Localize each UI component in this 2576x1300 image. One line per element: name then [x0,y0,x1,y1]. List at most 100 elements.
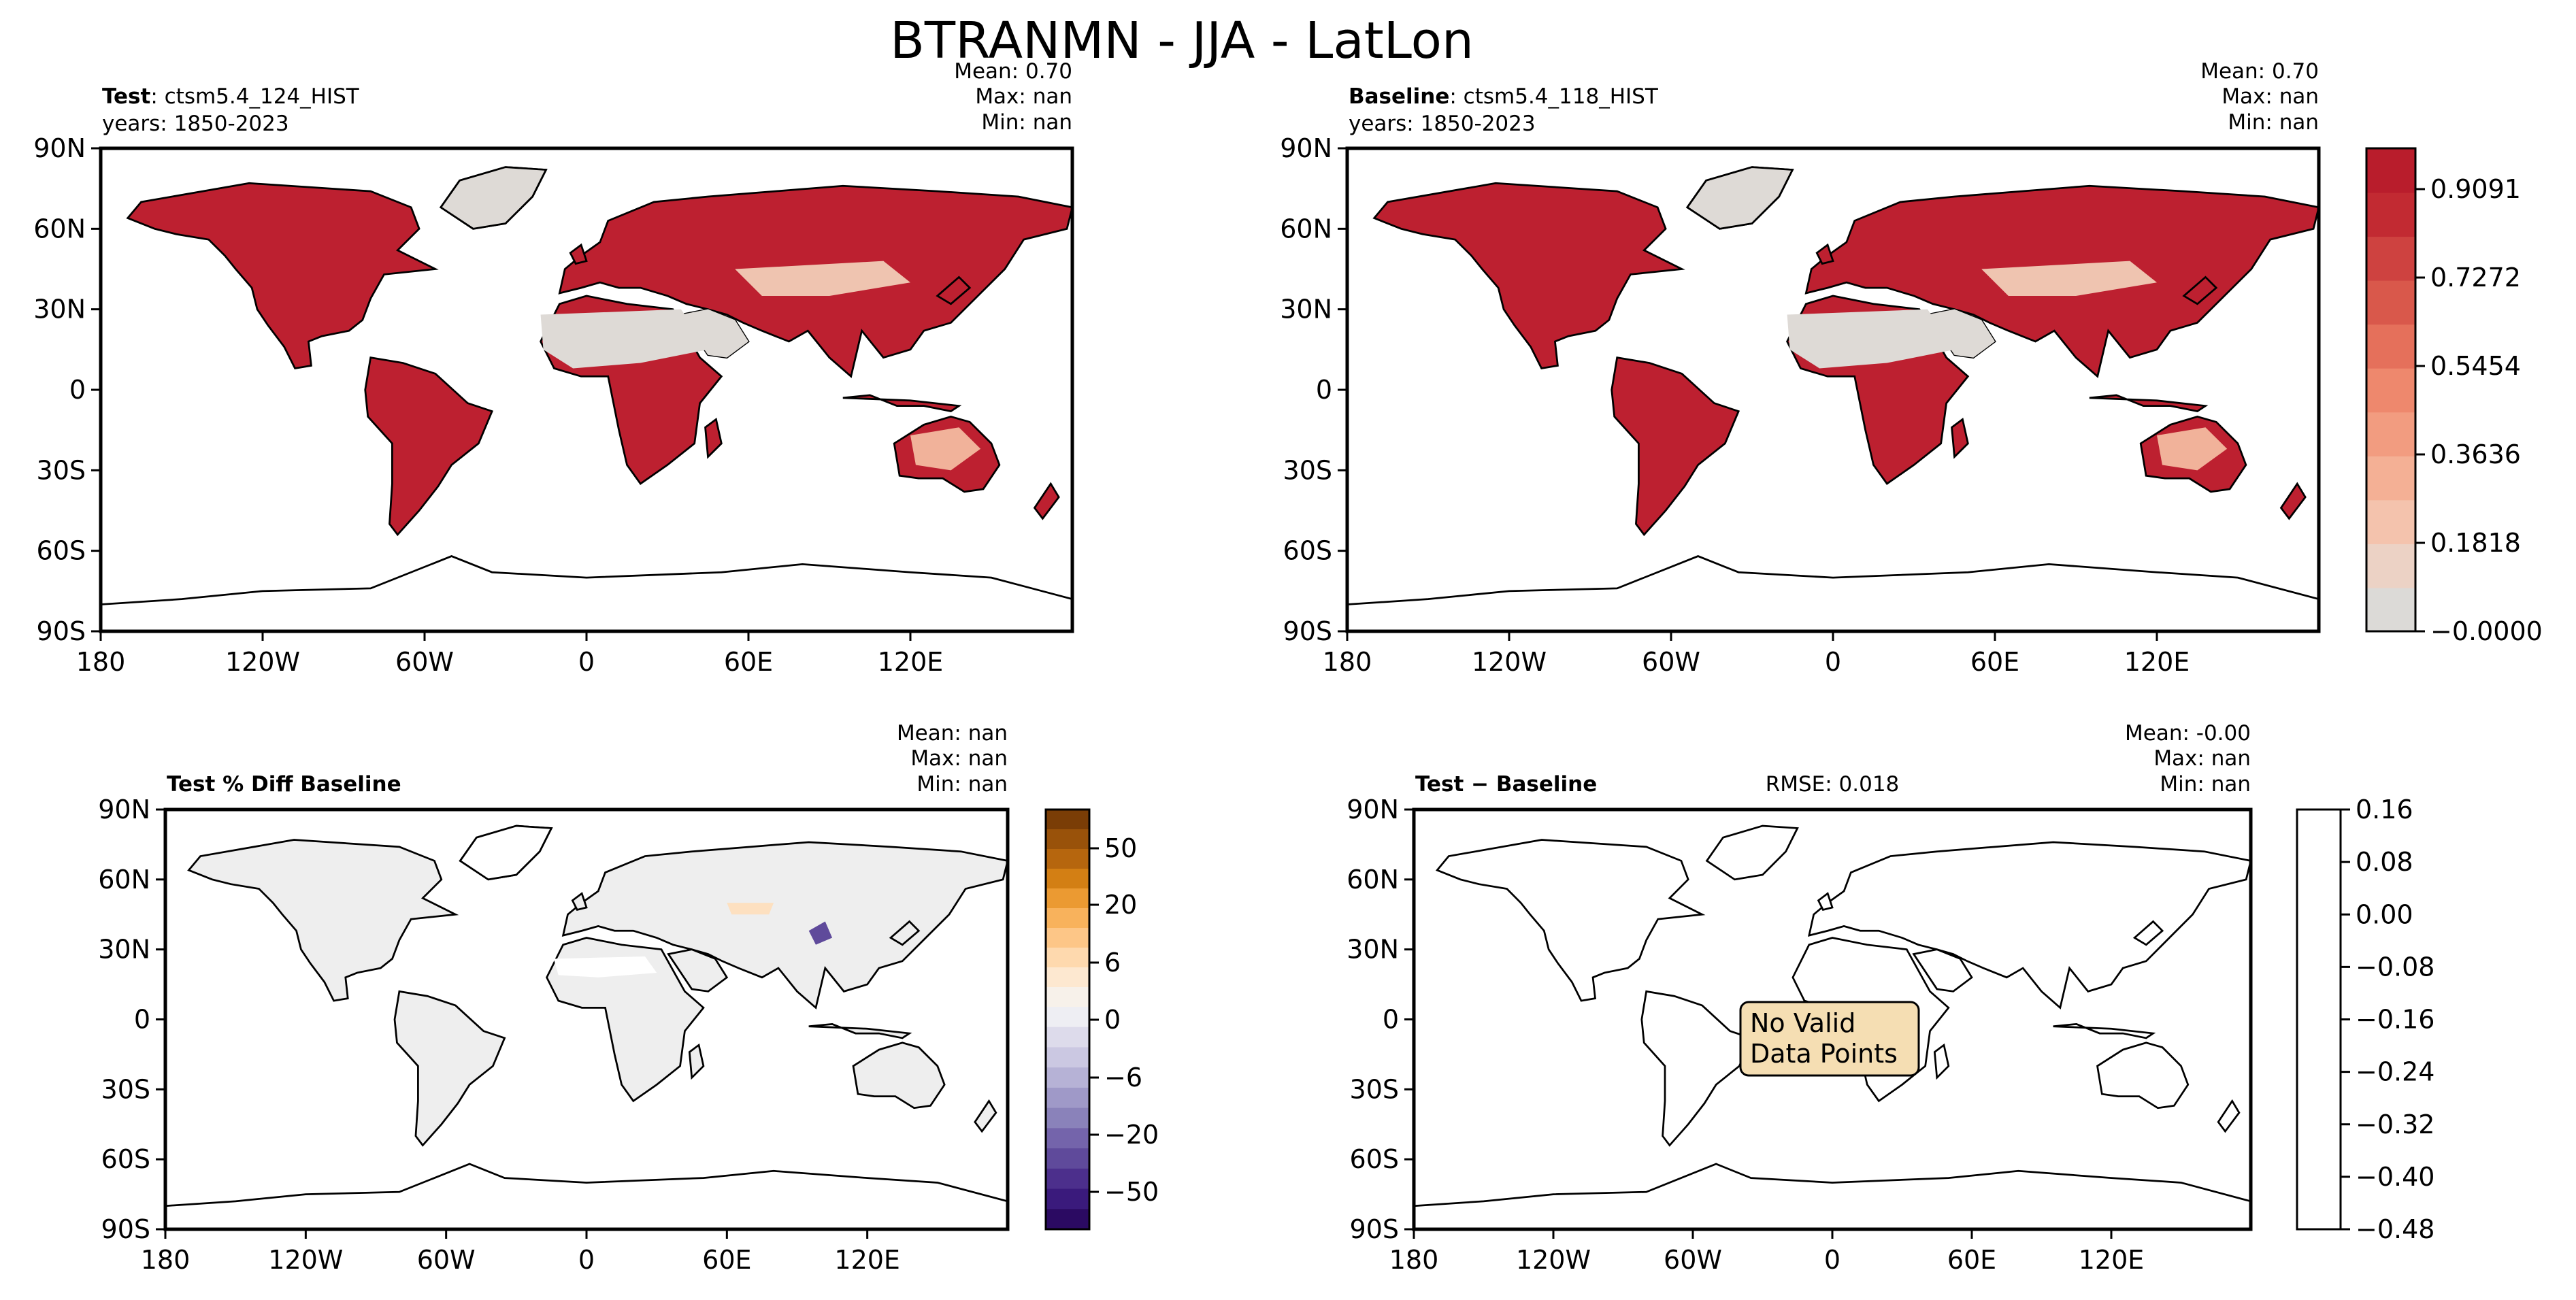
lat-tick-label: 90S [1350,1214,1399,1244]
panel-diff: Test − Baseline RMSE: 0.018 Mean: -0.00 … [1412,721,2253,1231]
colorbar-diff-label: 0.08 [2356,847,2413,877]
lat-tick-label: 0 [69,375,86,405]
lon-tick-label: 120W [1516,1245,1591,1275]
lat-tick-label: 0 [1383,1005,1399,1035]
panel-test-max: Max: nan [975,84,1072,109]
panel-test-years: years: 1850-2023 [102,112,289,136]
colorbar-diff-frame [2296,808,2342,1231]
colorbar-main: 0.9091 0.7272 0.5454 0.3636 0.1818 −0.0000 [2365,147,2543,646]
colorbar-pct: 50 20 6 0 −6 −20 −50 [1044,808,1159,1231]
lat-tick-label: 30N [33,295,86,324]
colorbar-pct-segment [1046,829,1089,850]
greenland-bare [1685,166,1794,230]
colorbar-pct-segment [1046,987,1089,1007]
colorbar-pct-segment [1046,928,1089,948]
no-data-line-1: No Valid [1750,1008,1855,1038]
lon-tick-label: 60W [1664,1245,1722,1275]
colorbar-main-segment [2366,367,2415,413]
lon-tick-label: 60E [1970,647,2019,677]
colorbar-diff-label: 0.00 [2356,899,2413,929]
lon-tick-label: 120E [878,647,944,677]
colorbar-pct-label: 0 [1104,1005,1121,1035]
gobi-bare [735,261,911,296]
colorbar-main-segment [2366,280,2415,325]
lon-tick-label: 120W [268,1245,343,1275]
lon-tick-label: 120E [2124,647,2190,677]
colorbar-pct-segment [1046,849,1089,869]
figure-title: BTRANMN - JJA - LatLon [890,12,1474,70]
panel-test-min: Min: nan [981,110,1072,135]
lon-tick-label: 120E [834,1245,900,1275]
lon-tick-label: 0 [1824,1245,1840,1275]
lon-tick-label: 120E [2079,1245,2145,1275]
lat-tick-label: 90N [1347,795,1399,824]
colorbar-pct-label: 20 [1104,890,1137,920]
gobi-bare [1981,261,2158,296]
colorbar-main-segment [2366,455,2415,501]
colorbar-diff-label: −0.24 [2356,1057,2434,1087]
panel-baseline-years: years: 1850-2023 [1349,112,1536,136]
panel-baseline-map [1347,165,2319,631]
panel-baseline: Baseline: ctsm5.4_118_HIST years: 1850-2… [1345,59,2321,633]
arabia-bare [680,309,749,358]
panel-test: Test: ctsm5.4_124_HIST years: 1850-2023 … [99,59,1074,633]
colorbar-main-segment [2366,236,2415,281]
colorbar-pct-segment [1046,967,1089,988]
colorbar-pct-label: −50 [1104,1177,1159,1207]
lat-tick-label: 60S [1283,536,1332,566]
greenland-bare [439,166,548,230]
panel-baseline-min: Min: nan [2228,110,2319,135]
australia-dry [2157,427,2228,471]
colorbar-main-label: −0.0000 [2430,616,2543,646]
panel-diff-label: Test − Baseline [1415,772,1597,797]
colorbar-diff-label: −0.48 [2356,1214,2434,1244]
lat-tick-label: 90N [33,133,86,163]
panel-pct-diff-mean: Mean: nan [897,721,1008,746]
panel-test-label: Test: ctsm5.4_124_HIST [102,84,360,109]
lat-tick-label: 60N [33,214,86,244]
panel-test-map [101,165,1072,631]
no-data-line-2: Data Points [1750,1039,1898,1069]
colorbar-main-segment [2366,587,2415,632]
lat-tick-label: 60N [1347,865,1399,895]
colorbar-pct-segment [1046,869,1089,889]
lon-tick-label: 180 [76,647,126,677]
colorbar-pct-segment [1046,888,1089,909]
australia-dry [910,427,981,471]
colorbar-main-segment [2366,412,2415,456]
colorbar-pct-segment [1046,1067,1089,1088]
lon-tick-label: 0 [578,647,595,677]
sahara-bare [540,309,708,369]
colorbar-pct-segment [1046,1188,1089,1210]
greenland-white [459,824,553,881]
lat-tick-label: 60S [37,536,86,566]
lat-tick-label: 60S [101,1144,150,1174]
colorbar-pct-label: −20 [1104,1120,1159,1150]
lat-tick-label: 30N [98,935,150,965]
lat-tick-label: 30N [1280,295,1332,324]
colorbar-diff-label: −0.40 [2356,1162,2434,1192]
colorbar-main-label: 0.7272 [2430,263,2521,293]
lon-tick-label: 0 [1825,647,1841,677]
lon-tick-label: 120W [225,647,300,677]
colorbar-main-label: 0.9091 [2430,174,2521,204]
colorbar-pct-label: −6 [1104,1063,1142,1093]
colorbar-pct-segment [1046,1209,1089,1230]
colorbar-pct-label: 6 [1104,948,1121,978]
colorbar-pct-segment [1046,1007,1089,1028]
no-data-box [1739,1001,1920,1077]
colorbar-pct-segment [1046,1047,1089,1069]
panel-pct-diff-label: Test % Diff Baseline [167,772,401,797]
panel-pct-diff-map [165,824,1008,1229]
lat-tick-label: 30N [1347,935,1399,965]
lon-tick-label: 60W [1642,647,1700,677]
colorbar-main-segment [2366,499,2415,544]
colorbar-pct-label: 50 [1104,833,1137,863]
lat-tick-label: 30S [1350,1074,1399,1104]
lat-tick-label: 30S [1283,455,1332,485]
arabia-bare [1927,309,1996,358]
colorbar-diff-label: −0.16 [2356,1005,2434,1035]
sahara-white [553,956,657,978]
colorbar-diff: 0.16 0.08 0.00 −0.08 −0.16 −0.24 −0.32 −0.40 −0.… [2296,795,2434,1244]
axis-ticks: 180 120W 60W 0 60E 120E90N60N30N030S60S90S180… [33,133,2190,1275]
